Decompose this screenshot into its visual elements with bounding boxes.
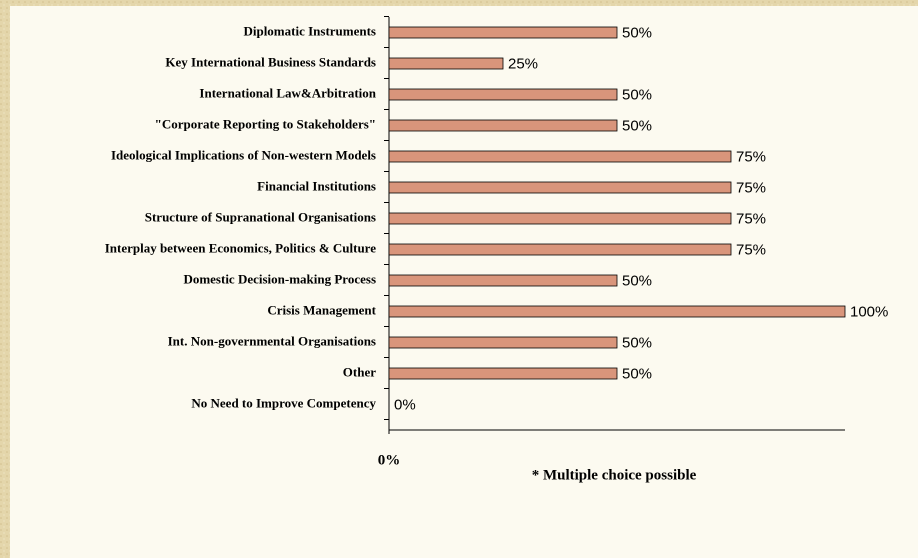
bar <box>388 88 618 101</box>
value-label: 75% <box>736 179 766 196</box>
value-label: 50% <box>622 272 652 289</box>
value-label: 75% <box>736 148 766 165</box>
annotation: * Multiple choice possible <box>532 467 697 483</box>
category-label: "Corporate Reporting to Stakeholders" <box>155 116 376 131</box>
category-label: Structure of Supranational Organisations <box>145 209 376 224</box>
value-label: 50% <box>622 24 652 41</box>
value-label: 50% <box>622 117 652 134</box>
value-label: 25% <box>508 55 538 72</box>
value-label: 50% <box>622 86 652 103</box>
bar <box>388 336 618 349</box>
bar <box>388 367 618 380</box>
category-label: Int. Non-governmental Organisations <box>168 333 376 348</box>
bar <box>388 212 732 225</box>
value-label: 75% <box>736 210 766 227</box>
category-label: Ideological Implications of Non-western … <box>111 147 376 162</box>
bar <box>388 150 732 163</box>
bar <box>388 119 618 132</box>
category-label: Domestic Decision-making Process <box>183 271 376 286</box>
category-label: No Need to Improve Competency <box>191 395 376 410</box>
value-label: 50% <box>622 334 652 351</box>
category-label: Diplomatic Instruments <box>243 23 376 38</box>
bar <box>388 26 618 39</box>
category-label: International Law&Arbitration <box>199 85 376 100</box>
value-label: 50% <box>622 365 652 382</box>
bar <box>388 57 504 70</box>
bar <box>388 305 846 318</box>
bar <box>388 243 732 256</box>
category-label: Key International Business Standards <box>165 54 376 69</box>
category-label: Interplay between Economics, Politics & … <box>105 240 377 255</box>
value-label: 100% <box>850 303 888 320</box>
bar <box>388 181 732 194</box>
category-label: Financial Institutions <box>257 178 376 193</box>
x-tick-label: 0% <box>378 452 401 468</box>
category-label: Crisis Management <box>267 302 376 317</box>
value-label: 0% <box>394 396 416 413</box>
category-label: Other <box>343 364 376 379</box>
value-label: 75% <box>736 241 766 258</box>
bar <box>388 274 618 287</box>
